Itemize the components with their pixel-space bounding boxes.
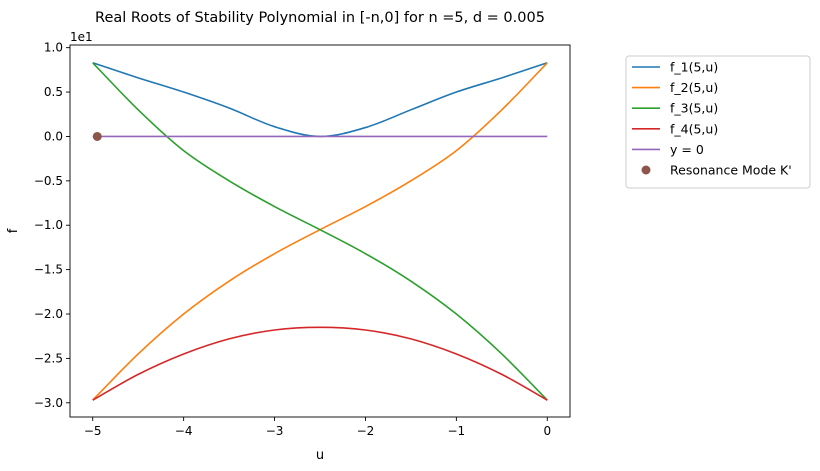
x-tick-label: −3 [266, 424, 284, 438]
y-axis: −3.0 −2.5 −2.0 −1.5 −1.0 −0.5 0.0 0.5 1.0 [34, 41, 70, 410]
y-tick-label: −2.0 [34, 307, 63, 321]
y-tick-label: −3.0 [34, 396, 63, 410]
resonance-point-1 [92, 131, 102, 141]
y-offset-label: 1e1 [70, 30, 93, 44]
series-line-2 [92, 62, 548, 401]
legend-label-2: f_2(5,u) [670, 80, 718, 95]
legend-marker-6 [641, 165, 651, 175]
x-tick-label: −2 [357, 424, 375, 438]
y-tick-label: 0.0 [44, 129, 63, 143]
x-tick-label: 0 [543, 424, 551, 438]
y-tick-label: −1.5 [34, 263, 63, 277]
y-tick-label: −2.5 [34, 351, 63, 365]
plot-area [92, 62, 548, 401]
x-tick-label: −1 [448, 424, 466, 438]
y-tick-label: −1.0 [34, 218, 63, 232]
y-tick-label: 0.5 [44, 85, 63, 99]
y-tick-label: 1.0 [44, 41, 63, 55]
series-line-4 [92, 326, 548, 401]
legend-label-1: f_1(5,u) [670, 60, 718, 75]
legend-label-3: f_3(5,u) [670, 101, 718, 116]
chart-title: Real Roots of Stability Polynomial in [-… [95, 10, 545, 26]
y-axis-label: f [6, 228, 21, 233]
series-line-3 [92, 62, 548, 401]
legend-label-5: y = 0 [670, 142, 704, 157]
legend: f_1(5,u) f_2(5,u) f_3(5,u) f_4(5,u)y = 0 Res… [625, 55, 811, 189]
series-line-1 [92, 62, 548, 138]
legend-frame [625, 55, 811, 189]
y-tick-label: −0.5 [34, 174, 63, 188]
x-axis-label: u [316, 448, 324, 463]
x-tick-label: −4 [175, 424, 193, 438]
x-tick-label: −5 [84, 424, 102, 438]
legend-label-4: f_4(5,u) [670, 121, 718, 136]
x-axis: −5 −4 −3 −2 −1 0 [84, 417, 551, 438]
legend-label-6: Resonance Mode K' [670, 163, 792, 178]
plot-frame [69, 44, 571, 418]
